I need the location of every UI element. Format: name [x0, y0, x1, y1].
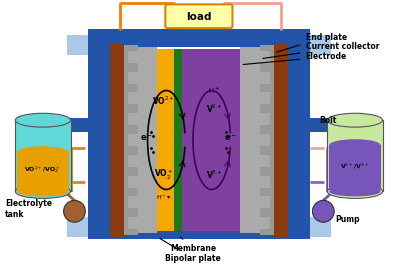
Text: V$^{3+}$: V$^{3+}$ [206, 169, 222, 181]
Text: e$^-$: e$^-$ [224, 133, 237, 143]
Bar [88, 29, 310, 47]
Text: End plate: End plate [277, 32, 347, 52]
Text: VO$^{2+}$/VO$_2^+$: VO$^{2+}$/VO$_2^+$ [24, 165, 61, 176]
Bar [308, 118, 337, 132]
Text: Pump: Pump [335, 215, 360, 224]
Ellipse shape [15, 185, 70, 199]
Text: V$^{2+}$/V$^{3+}$: V$^{2+}$/V$^{3+}$ [340, 162, 370, 171]
Ellipse shape [327, 185, 382, 199]
Ellipse shape [17, 146, 68, 158]
Bar [128, 134, 138, 146]
Text: V$^{2+}$: V$^{2+}$ [206, 102, 222, 115]
Bar [260, 51, 270, 63]
Text: load: load [186, 12, 212, 22]
Text: Electrolyte
tank: Electrolyte tank [5, 199, 52, 219]
Bar [128, 217, 138, 229]
Bar [128, 92, 138, 104]
Bar [274, 43, 288, 237]
Text: Electrode: Electrode [243, 52, 347, 64]
Text: Bipolar plate: Bipolar plate [160, 239, 221, 263]
Bar [260, 134, 270, 146]
Bar [260, 45, 274, 235]
Ellipse shape [15, 113, 70, 127]
Ellipse shape [327, 113, 382, 127]
Text: Current collector: Current collector [263, 43, 379, 59]
Bar [260, 155, 270, 167]
Bar [110, 43, 124, 237]
Bar [128, 113, 138, 125]
Bar [61, 118, 90, 132]
Bar [128, 51, 138, 63]
Text: Bolt: Bolt [319, 116, 337, 125]
Bar [88, 29, 110, 239]
Ellipse shape [17, 186, 68, 197]
Bar [327, 120, 382, 192]
Bar [66, 35, 90, 55]
Text: Membrane: Membrane [170, 237, 216, 253]
Bar [174, 49, 182, 231]
Bar [128, 155, 138, 167]
Bar [17, 152, 68, 190]
Bar [138, 47, 158, 233]
Bar [260, 92, 270, 104]
Bar [288, 29, 310, 239]
Text: VO$^{2+}$: VO$^{2+}$ [152, 94, 175, 107]
Bar [66, 217, 90, 237]
Bar [308, 35, 331, 55]
Bar [308, 217, 331, 237]
Bar [240, 47, 260, 233]
FancyBboxPatch shape [165, 4, 232, 28]
Bar [329, 145, 381, 190]
Text: H$^+$▾: H$^+$▾ [156, 193, 171, 202]
Ellipse shape [329, 186, 381, 197]
Bar [128, 197, 138, 208]
Bar [128, 72, 138, 83]
Bar [260, 197, 270, 208]
Bar [158, 49, 221, 231]
Bar [260, 176, 270, 188]
Bar [15, 120, 70, 192]
Bar [124, 45, 138, 235]
Ellipse shape [329, 139, 381, 151]
Ellipse shape [312, 200, 334, 222]
Text: e$^-$: e$^-$ [140, 133, 153, 143]
Text: VO$_2^+$: VO$_2^+$ [154, 167, 173, 182]
Bar [260, 113, 270, 125]
Ellipse shape [64, 200, 85, 222]
Bar [260, 72, 270, 83]
Bar [128, 176, 138, 188]
Bar [88, 221, 310, 239]
Bar [260, 217, 270, 229]
Bar [177, 49, 240, 231]
Text: H$^+$: H$^+$ [208, 85, 220, 96]
